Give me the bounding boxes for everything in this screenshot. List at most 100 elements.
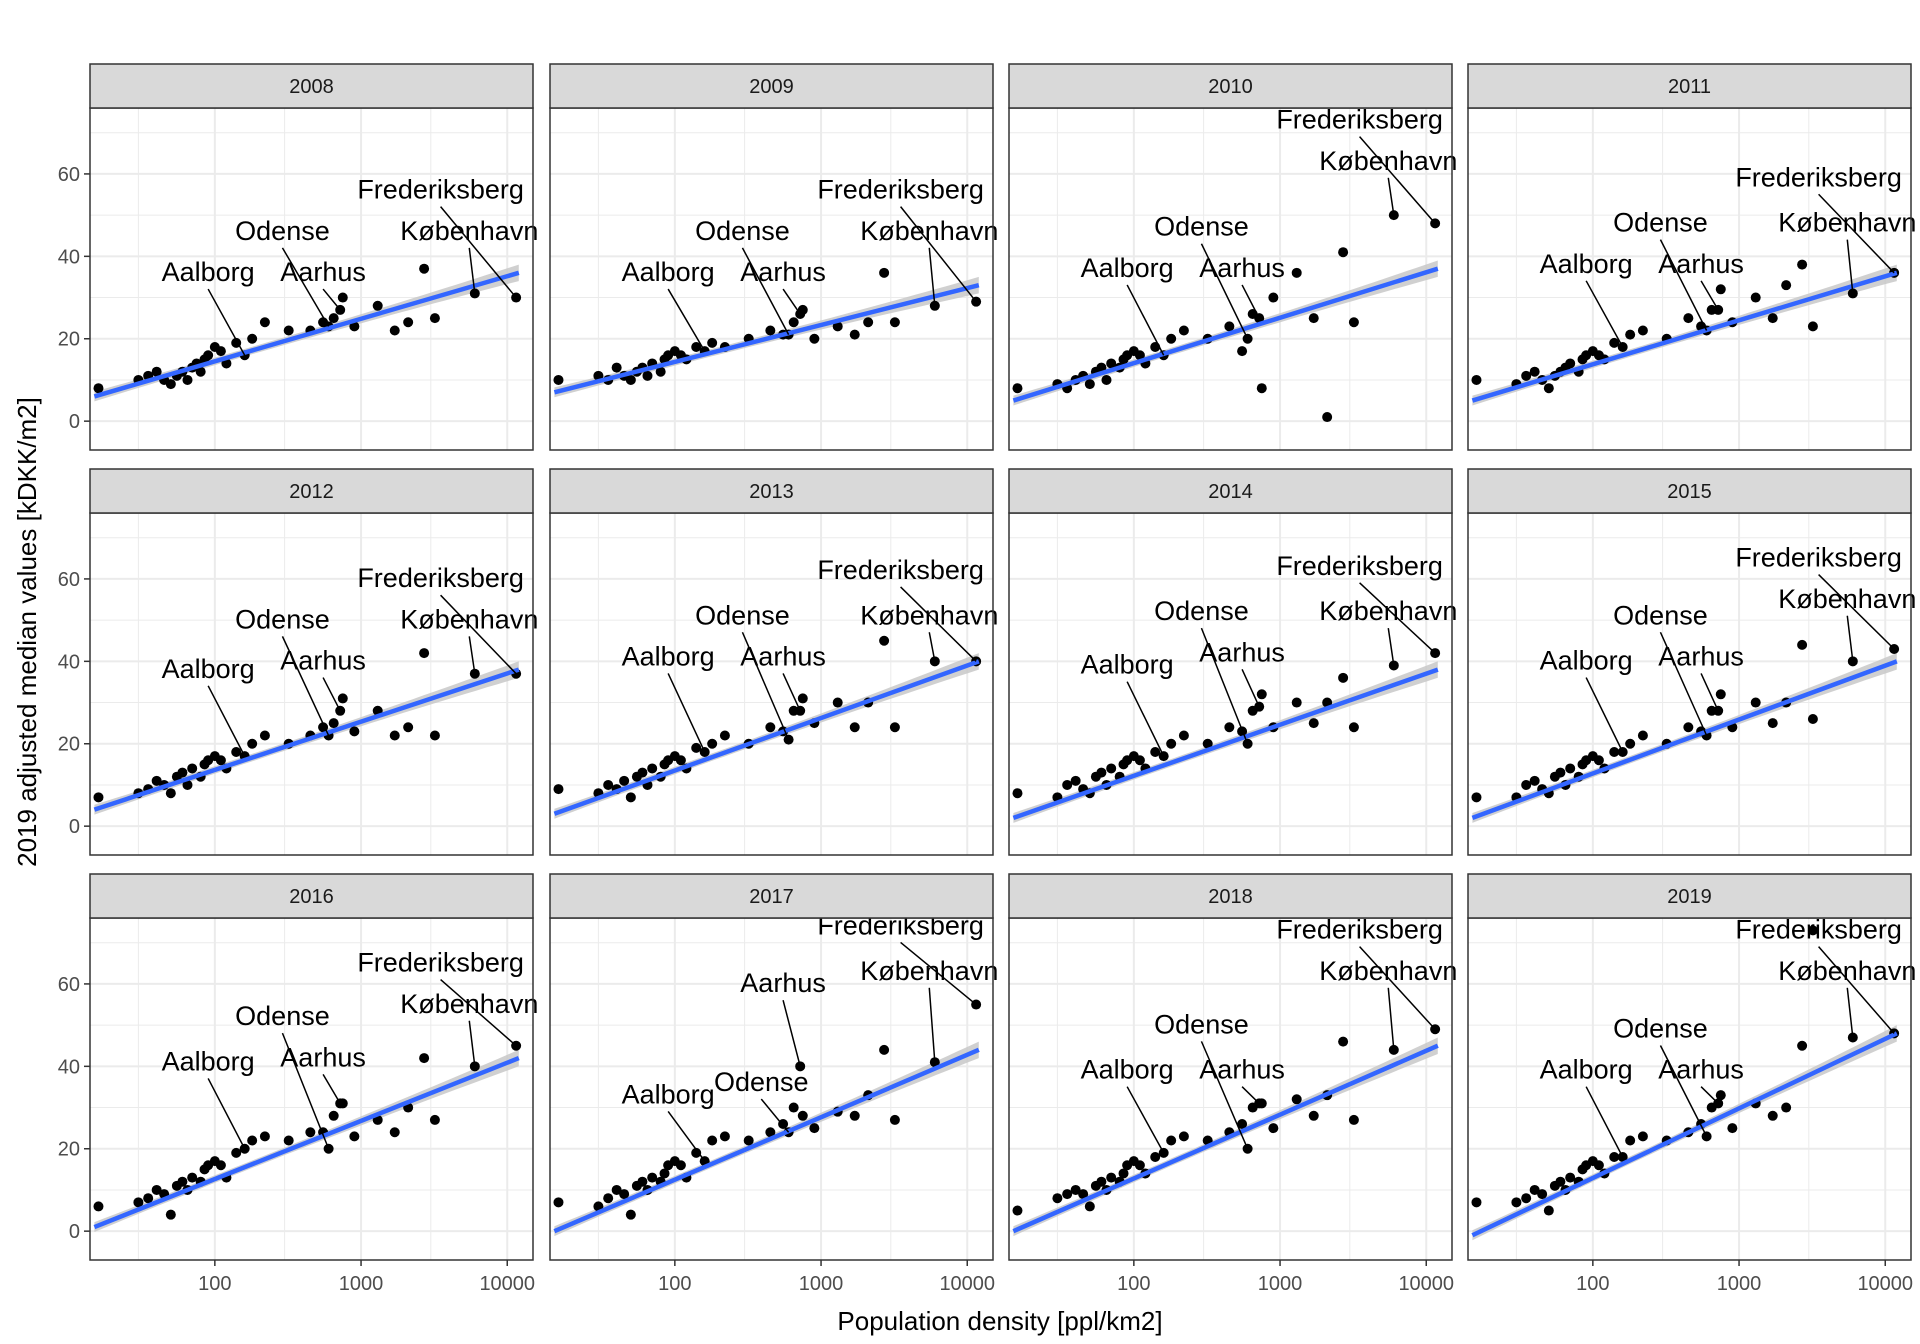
facet-strip xyxy=(89,63,534,109)
city-label: Odense xyxy=(695,600,790,630)
data-point xyxy=(1308,313,1319,324)
data-point xyxy=(1625,329,1636,340)
data-point xyxy=(1521,370,1532,381)
data-point xyxy=(553,374,564,385)
data-point xyxy=(389,730,400,741)
data-point xyxy=(389,325,400,336)
data-point xyxy=(403,722,414,733)
city-label: København xyxy=(1778,584,1916,614)
data-point xyxy=(1625,1135,1636,1146)
panel-2013: AalborgOdenseAarhusKøbenhavnFrederiksber… xyxy=(549,468,998,856)
data-point xyxy=(1767,313,1778,324)
city-label: Aalborg xyxy=(622,1079,715,1109)
x-tick-label: 100 xyxy=(1576,1273,1609,1295)
data-point xyxy=(1750,292,1761,303)
data-point xyxy=(259,1131,270,1142)
panel-background xyxy=(550,108,993,450)
leader-line xyxy=(928,632,936,662)
leader-line xyxy=(1585,280,1624,348)
data-point xyxy=(429,313,440,324)
data-point xyxy=(659,1168,670,1179)
data-point xyxy=(1529,1184,1540,1195)
panel-2016: AalborgOdenseAarhusKøbenhavnFrederiksber… xyxy=(58,873,538,1295)
data-point xyxy=(1308,1110,1319,1121)
city-label: Aalborg xyxy=(622,257,715,287)
y-tick-label: 40 xyxy=(58,651,80,673)
leader-line xyxy=(900,941,977,1006)
data-point xyxy=(1471,374,1482,385)
city-label: Aarhus xyxy=(1658,641,1744,671)
leader-line xyxy=(1846,987,1854,1038)
leader-line xyxy=(468,636,476,674)
fit-line xyxy=(1471,659,1898,821)
data-point xyxy=(1537,1189,1548,1200)
data-point xyxy=(389,1127,400,1138)
leader-line xyxy=(322,288,341,311)
data-point xyxy=(1511,1197,1522,1208)
data-point xyxy=(849,329,860,340)
data-point xyxy=(1237,346,1248,357)
data-point xyxy=(328,1110,339,1121)
x-tick-label: 10000 xyxy=(1857,1273,1913,1295)
data-point xyxy=(707,1135,718,1146)
data-point xyxy=(1106,358,1117,369)
data-point xyxy=(93,792,104,803)
data-point xyxy=(337,292,348,303)
data-point xyxy=(1118,1168,1129,1179)
data-point xyxy=(1268,292,1279,303)
leader-line xyxy=(741,247,790,335)
data-point xyxy=(1521,1193,1532,1204)
data-point xyxy=(797,693,808,704)
data-point xyxy=(1134,1160,1145,1171)
x-tick-label: 1000 xyxy=(339,1273,384,1295)
facet-strip-label: 2017 xyxy=(749,886,794,908)
data-point xyxy=(611,1184,622,1195)
city-label: Aarhus xyxy=(740,968,826,998)
panel-2014: Aalborg Odense Aarhus København Frederiksber… xyxy=(1008,468,1457,856)
city-label: Frederiksberg xyxy=(1276,915,1443,945)
data-point xyxy=(283,1135,294,1146)
fit-line xyxy=(553,282,980,395)
data-point xyxy=(849,1110,860,1121)
facet-strip xyxy=(549,63,994,109)
fit-line xyxy=(1012,667,1439,821)
facet-strip xyxy=(89,468,534,514)
x-axis-title: Population density [ppl/km2] xyxy=(837,1306,1162,1336)
data-point xyxy=(1070,1184,1081,1195)
y-tick-label: 20 xyxy=(58,1139,80,1161)
data-point xyxy=(1593,1160,1604,1171)
data-point xyxy=(863,317,874,328)
data-point xyxy=(1166,333,1177,344)
data-point xyxy=(1134,755,1145,766)
leader-line xyxy=(1359,582,1436,654)
data-point xyxy=(182,779,193,790)
data-point xyxy=(1150,1151,1161,1162)
panels-layer: Aalborg Odense Aarhus København Frederiksber… xyxy=(58,63,1916,1295)
data-point xyxy=(1807,321,1818,332)
panel-2010: Aalborg Odense Aarhus København Frederiksber… xyxy=(1008,63,1457,451)
leader-line xyxy=(322,1073,341,1104)
city-label: Aarhus xyxy=(1199,1055,1285,1085)
data-point xyxy=(1062,779,1073,790)
y-tick-label: 0 xyxy=(69,411,80,433)
data-point xyxy=(203,350,214,361)
facet-strip xyxy=(89,873,534,919)
city-label: Aalborg xyxy=(1081,650,1174,680)
data-point xyxy=(832,321,843,332)
data-point xyxy=(1529,366,1540,377)
city-label: Frederiksberg xyxy=(817,175,984,205)
city-label: Odense xyxy=(1613,1013,1708,1043)
city-label: Frederiksberg xyxy=(817,555,984,585)
leader-line xyxy=(440,206,517,299)
data-point xyxy=(231,746,242,757)
data-point xyxy=(647,1172,658,1183)
facet-strip-label: 2016 xyxy=(289,886,334,908)
facet-strip-label: 2015 xyxy=(1667,481,1712,503)
city-label: Odense xyxy=(235,604,330,634)
data-point xyxy=(1052,1193,1063,1204)
city-label: Aarhus xyxy=(740,257,826,287)
x-tick-label: 1000 xyxy=(1717,1273,1762,1295)
data-point xyxy=(1308,718,1319,729)
data-point xyxy=(215,1160,226,1171)
data-point xyxy=(832,697,843,708)
